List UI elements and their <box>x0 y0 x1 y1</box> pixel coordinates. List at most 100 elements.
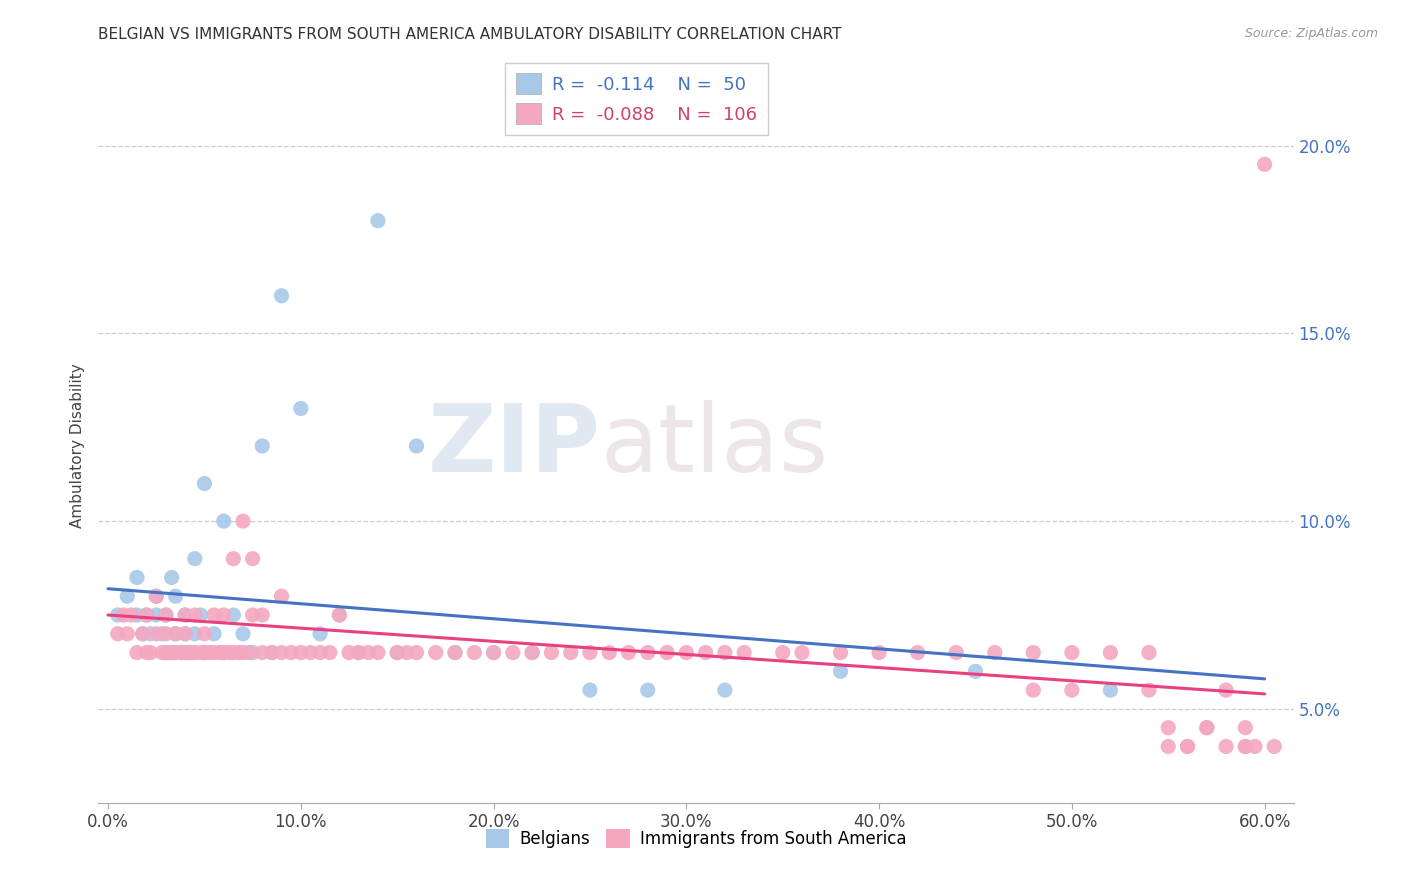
Point <box>1157 739 1180 754</box>
Point <box>328 607 350 622</box>
Point <box>212 607 235 622</box>
Point <box>145 589 167 603</box>
Point <box>177 646 200 660</box>
Point <box>1022 646 1045 660</box>
Point <box>135 607 157 622</box>
Text: ZIP: ZIP <box>427 400 600 492</box>
Point <box>193 646 215 660</box>
Point <box>155 646 177 660</box>
Point <box>174 627 197 641</box>
Point <box>482 646 505 660</box>
Point <box>252 439 274 453</box>
Point <box>733 646 755 660</box>
Point <box>212 646 235 660</box>
Point <box>112 607 135 622</box>
Point <box>395 646 418 660</box>
Point <box>520 646 543 660</box>
Point <box>165 627 187 641</box>
Point <box>502 646 524 660</box>
Point <box>405 646 427 660</box>
Point <box>1060 646 1083 660</box>
Point <box>425 646 447 660</box>
Point <box>984 646 1007 660</box>
Point <box>202 627 225 641</box>
Point <box>125 607 148 622</box>
Point <box>655 646 678 660</box>
Point <box>242 551 264 566</box>
Point <box>232 627 254 641</box>
Point <box>830 665 852 679</box>
Point <box>347 646 370 660</box>
Point <box>1263 739 1285 754</box>
Point <box>212 646 235 660</box>
Point <box>218 646 240 660</box>
Point <box>695 646 717 660</box>
Point <box>1253 157 1275 171</box>
Point <box>252 607 274 622</box>
Point <box>174 607 197 622</box>
Point <box>907 646 929 660</box>
Text: BELGIAN VS IMMIGRANTS FROM SOUTH AMERICA AMBULATORY DISABILITY CORRELATION CHART: BELGIAN VS IMMIGRANTS FROM SOUTH AMERICA… <box>98 27 842 42</box>
Point <box>1215 739 1237 754</box>
Text: Source: ZipAtlas.com: Source: ZipAtlas.com <box>1244 27 1378 40</box>
Point <box>637 646 659 660</box>
Point <box>347 646 370 660</box>
Point <box>232 514 254 528</box>
Point <box>117 589 139 603</box>
Point <box>1137 683 1160 698</box>
Point <box>139 627 162 641</box>
Point <box>270 646 292 660</box>
Point <box>367 213 389 227</box>
Point <box>242 607 264 622</box>
Point <box>160 646 183 660</box>
Point <box>1195 721 1218 735</box>
Point <box>965 665 987 679</box>
Point <box>190 607 212 622</box>
Point <box>139 646 162 660</box>
Point <box>868 646 890 660</box>
Point <box>405 439 427 453</box>
Point <box>193 476 215 491</box>
Point <box>714 683 737 698</box>
Point <box>159 646 181 660</box>
Text: atlas: atlas <box>600 400 828 492</box>
Point <box>107 607 129 622</box>
Point <box>260 646 283 660</box>
Point <box>155 607 177 622</box>
Y-axis label: Ambulatory Disability: Ambulatory Disability <box>69 364 84 528</box>
Point <box>150 627 173 641</box>
Point <box>463 646 485 660</box>
Point <box>145 589 167 603</box>
Point <box>1022 683 1045 698</box>
Point <box>714 646 737 660</box>
Point <box>117 627 139 641</box>
Point <box>193 646 215 660</box>
Point <box>1157 721 1180 735</box>
Point <box>598 646 620 660</box>
Point <box>772 646 794 660</box>
Point <box>170 646 193 660</box>
Point <box>1099 683 1122 698</box>
Point <box>1060 683 1083 698</box>
Point <box>560 646 582 660</box>
Point <box>165 589 187 603</box>
Point <box>675 646 697 660</box>
Point <box>222 607 245 622</box>
Point <box>222 551 245 566</box>
Point <box>945 646 967 660</box>
Point <box>155 646 177 660</box>
Point <box>309 627 332 641</box>
Point <box>184 627 207 641</box>
Point <box>260 646 283 660</box>
Point <box>125 570 148 584</box>
Point <box>252 646 274 660</box>
Point <box>299 646 322 660</box>
Point <box>242 646 264 660</box>
Point <box>107 627 129 641</box>
Point <box>540 646 562 660</box>
Point <box>222 646 245 660</box>
Point <box>232 646 254 660</box>
Point <box>160 570 183 584</box>
Point <box>617 646 640 660</box>
Point <box>1137 646 1160 660</box>
